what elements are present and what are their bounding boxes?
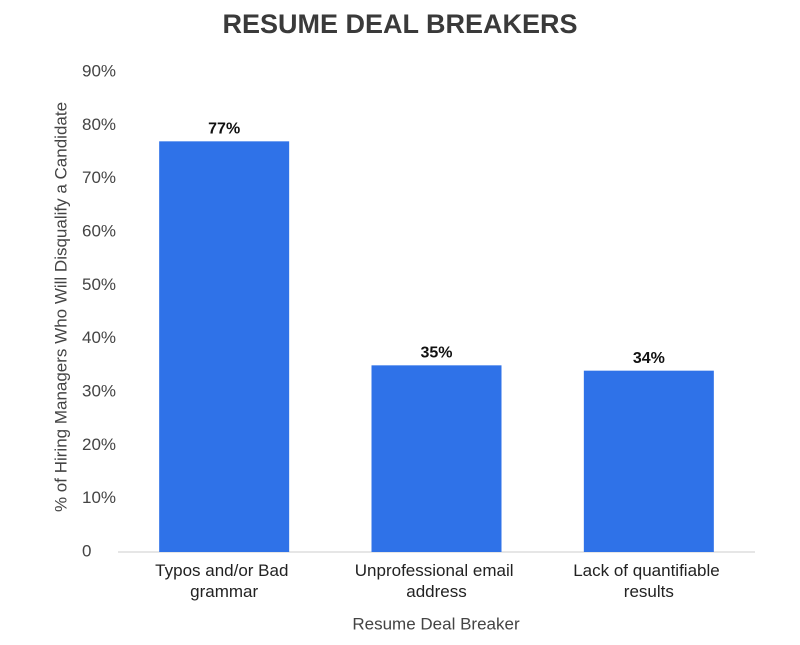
x-tick-label: Typos and/or Bad grammar bbox=[155, 561, 293, 601]
value-label: 35% bbox=[420, 345, 452, 362]
x-tick-label: Lack of quantifiable results bbox=[573, 561, 724, 601]
x-axis-title: Resume Deal Breaker bbox=[352, 614, 520, 633]
bar bbox=[371, 365, 502, 552]
y-tick-label: 10% bbox=[82, 488, 116, 507]
y-tick-label: 70% bbox=[82, 168, 116, 187]
y-tick-label: 0 bbox=[82, 541, 91, 560]
value-label: 34% bbox=[633, 350, 665, 367]
y-tick-label: 30% bbox=[82, 381, 116, 400]
y-tick-label: 80% bbox=[82, 115, 116, 134]
y-tick-label: 50% bbox=[82, 275, 116, 294]
y-axis-title: % of Hiring Managers Who Will Disqualify… bbox=[51, 102, 70, 512]
bar bbox=[583, 370, 714, 552]
y-tick-label: 60% bbox=[82, 221, 116, 240]
y-tick-label: 20% bbox=[82, 435, 116, 454]
value-label: 77% bbox=[208, 121, 240, 138]
x-tick-label: Unprofessional email address bbox=[355, 561, 518, 601]
y-tick-label: 40% bbox=[82, 328, 116, 347]
chart-title: RESUME DEAL BREAKERS bbox=[222, 9, 577, 39]
bar bbox=[159, 141, 290, 553]
y-tick-label: 90% bbox=[82, 61, 116, 80]
